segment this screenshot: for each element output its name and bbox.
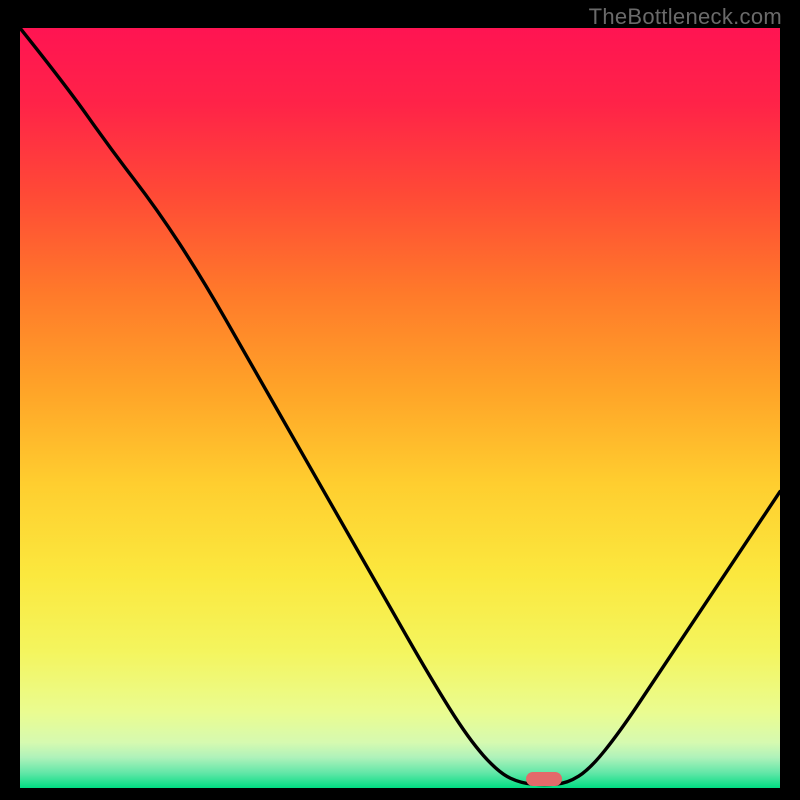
plot-area (20, 28, 780, 788)
chart-container: TheBottleneck.com (0, 0, 800, 800)
watermark-text: TheBottleneck.com (589, 4, 782, 30)
bottleneck-curve (20, 28, 780, 788)
optimal-marker (526, 772, 562, 786)
